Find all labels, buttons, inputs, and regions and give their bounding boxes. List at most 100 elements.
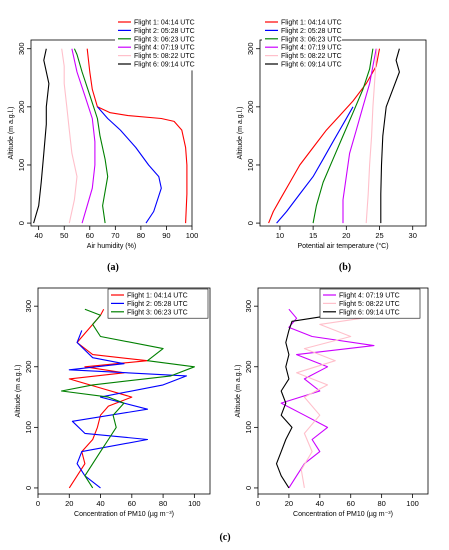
- plot-frame: [257, 287, 429, 495]
- x-tick-label: 60: [86, 231, 94, 240]
- y-tick-label: 300: [17, 42, 26, 55]
- series-line-3: [275, 307, 413, 489]
- panel-label: (a): [107, 262, 119, 273]
- series-line-4: [342, 48, 377, 224]
- series-line-5: [365, 48, 378, 224]
- x-axis-label: Concentration of PM10 (µg m⁻³): [293, 511, 393, 518]
- series-line-2: [68, 330, 188, 489]
- series-line-4: [71, 48, 96, 224]
- legend-box: [107, 288, 209, 319]
- y-tick-label: 0: [24, 486, 33, 490]
- y-axis-label: Altitude (m a.g.l.): [15, 365, 22, 418]
- x-tick-label: 60: [347, 499, 355, 508]
- y-tick-label: 100: [246, 159, 255, 172]
- x-tick-label: 80: [377, 499, 385, 508]
- series-line-3: [73, 48, 109, 224]
- legend-entry: Flight 2: 05:28 UTC: [281, 28, 342, 35]
- series-line-2: [96, 106, 162, 224]
- x-tick-label: 40: [316, 499, 324, 508]
- x-axis-label: Concentration of PM10 (µg m⁻³): [74, 511, 174, 518]
- y-axis-label: Altitude (m a.g.l.): [8, 107, 15, 160]
- y-tick-label: 100: [244, 421, 253, 434]
- y-tick-label: 0: [246, 221, 255, 225]
- y-tick-label: 200: [24, 361, 33, 374]
- y-tick-label: 0: [17, 221, 26, 225]
- y-tick-label: 300: [24, 300, 33, 313]
- legend-entry: Flight 1: 04:14 UTC: [127, 293, 188, 300]
- x-tick-label: 40: [34, 231, 42, 240]
- x-tick-label: 30: [409, 231, 417, 240]
- x-tick-label: 90: [162, 231, 170, 240]
- chart-panel-3: 0 20 40 60 80 100 0 100 200 300 Concentration of P…: [15, 287, 211, 518]
- plot-frame: [259, 39, 427, 227]
- x-tick-label: 100: [188, 499, 201, 508]
- chart-panel-1: 40 50 60 70 80 90 100 0 100 200 300 Air humidity (%…: [8, 16, 198, 250]
- plot-frame: [37, 287, 211, 495]
- x-tick-label: 25: [375, 231, 383, 240]
- legend-entry: Flight 4: 07:19 UTC: [134, 45, 195, 52]
- legend-entry: Flight 6: 09:14 UTC: [339, 309, 400, 316]
- legend-box: [319, 288, 421, 319]
- legend-entry: Flight 5: 08:22 UTC: [339, 301, 400, 308]
- x-tick-label: 80: [137, 231, 145, 240]
- y-tick-label: 100: [24, 421, 33, 434]
- legend-entry: Flight 4: 07:19 UTC: [281, 45, 342, 52]
- series-line-3: [60, 308, 195, 489]
- legend-entry: Flight 1: 04:14 UTC: [281, 20, 342, 27]
- y-axis-label: Altitude (m a.g.l.): [235, 365, 242, 418]
- x-tick-label: 20: [342, 231, 350, 240]
- x-tick-label: 10: [276, 231, 284, 240]
- series-line-6: [33, 48, 50, 224]
- x-tick-label: 40: [96, 499, 104, 508]
- legend-entry: Flight 6: 09:14 UTC: [134, 62, 195, 69]
- y-tick-label: 300: [246, 42, 255, 55]
- x-tick-label: 0: [256, 499, 260, 508]
- y-axis-label: Altitude (m a.g.l.): [237, 107, 244, 160]
- y-tick-label: 300: [244, 300, 253, 313]
- x-tick-label: 100: [186, 231, 199, 240]
- legend-box: [115, 16, 195, 71]
- legend-entry: Flight 3: 06:23 UTC: [127, 309, 188, 316]
- y-tick-label: 100: [17, 159, 26, 172]
- series-line-1: [280, 308, 375, 489]
- x-tick-label: 50: [60, 231, 68, 240]
- x-tick-label: 15: [309, 231, 317, 240]
- series-line-1: [68, 308, 149, 489]
- y-tick-label: 200: [17, 101, 26, 114]
- y-tick-label: 200: [246, 101, 255, 114]
- legend-entry: Flight 4: 07:19 UTC: [339, 293, 400, 300]
- legend-entry: Flight 5: 08:22 UTC: [134, 53, 195, 60]
- series-line-1: [268, 48, 381, 224]
- panel-label: (c): [219, 532, 230, 543]
- legend-entry: Flight 1: 04:14 UTC: [134, 20, 195, 27]
- panel-label: (b): [339, 262, 351, 273]
- legend-box: [262, 16, 342, 71]
- x-tick-label: 20: [65, 499, 73, 508]
- y-tick-label: 200: [244, 361, 253, 374]
- legend-entry: Flight 6: 09:14 UTC: [281, 62, 342, 69]
- x-tick-label: 100: [406, 499, 419, 508]
- legend-entry: Flight 3: 06:23 UTC: [281, 36, 342, 43]
- series-line-3: [312, 48, 374, 224]
- series-line-2: [276, 106, 354, 224]
- legend-entry: Flight 3: 06:23 UTC: [134, 36, 195, 43]
- plot-frame: [30, 39, 193, 227]
- series-line-1: [86, 48, 188, 224]
- x-axis-label: Potential air temperature (°C): [297, 242, 388, 250]
- series-line-5: [61, 48, 78, 224]
- x-tick-label: 20: [285, 499, 293, 508]
- x-tick-label: 70: [111, 231, 119, 240]
- series-line-2: [296, 308, 405, 488]
- chart-panel-4: 0 20 40 60 80 100 0 100 200 300 Concentration of P…: [235, 287, 429, 518]
- x-tick-label: 60: [128, 499, 136, 508]
- legend-entry: Flight 5: 08:22 UTC: [281, 53, 342, 60]
- legend-entry: Flight 2: 05:28 UTC: [127, 301, 188, 308]
- legend-entry: Flight 2: 05:28 UTC: [134, 28, 195, 35]
- series-line-6: [380, 48, 400, 224]
